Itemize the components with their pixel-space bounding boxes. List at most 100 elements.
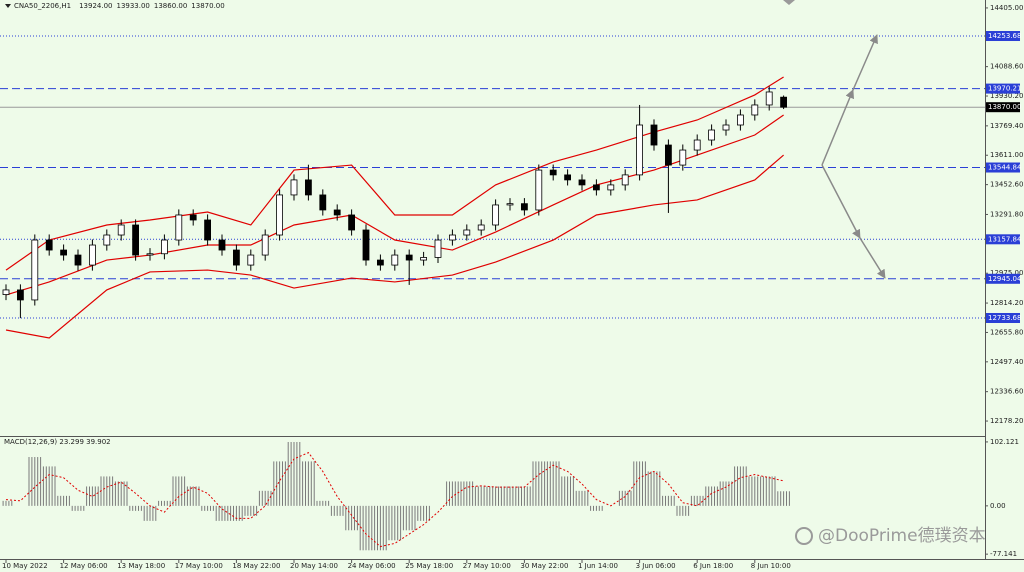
price-panel: 14405.00 14088.60 13930.20 13769.40 13611.00…: [0, 4, 1023, 425]
x-tick-label: 25 May 18:00: [405, 562, 453, 570]
y-tick-label: 12655.80: [990, 328, 1023, 336]
level-label-box: [986, 31, 1020, 42]
candle-body: [549, 169, 557, 176]
candle-body: [232, 249, 240, 266]
level-label: 12945.04: [988, 275, 1022, 283]
watermark-icon: [795, 527, 813, 545]
y-tick-label: 12497.40: [990, 358, 1023, 366]
macd-title: MACD(12,26,9) 23.299 39.902: [4, 438, 111, 446]
candle-body: [31, 239, 39, 301]
candle-body: [751, 104, 759, 116]
level-label: 13870.00: [988, 103, 1021, 111]
candle-body: [276, 194, 284, 236]
x-tick-label: 24 May 06:00: [348, 562, 396, 570]
x-tick-label: 8 Jun 10:00: [751, 562, 791, 570]
signal-line: [5, 452, 784, 548]
candle-body: [708, 129, 715, 141]
x-tick-label: 3 Jun 06:00: [636, 562, 676, 570]
x-tick-label: 13 May 18:00: [117, 562, 165, 570]
candle-body: [333, 209, 341, 216]
candle-body: [189, 214, 197, 221]
candle-body: [607, 184, 615, 191]
symbol: CNA50_2206,H1: [14, 2, 71, 10]
level-label: 13157.84: [988, 235, 1022, 243]
header-value: 13924.00: [79, 2, 112, 10]
candle-body: [74, 254, 82, 266]
candle-body: [146, 253, 154, 256]
y-tick-label: 12814.20: [990, 299, 1023, 307]
macd-name: MACD(12,26,9): [4, 438, 57, 446]
candle-body: [765, 91, 773, 106]
candle-body: [434, 239, 442, 258]
candle-body: [132, 224, 140, 256]
candle-body: [420, 257, 428, 261]
level-label-box: [986, 234, 1020, 245]
candle-body: [261, 234, 269, 256]
watermark: @DooPrime德璞资本: [818, 526, 986, 546]
candle-body: [319, 194, 327, 211]
level-label: 14253.68: [988, 32, 1021, 40]
y-tick-label: 13291.80: [990, 210, 1023, 218]
candle-body: [780, 96, 787, 108]
candle-body: [103, 234, 111, 246]
candle-body: [247, 254, 255, 266]
candle-body: [521, 203, 528, 211]
header-value: 13860.00: [154, 2, 187, 10]
level-label-box: [986, 273, 1020, 284]
candle-body: [117, 224, 125, 236]
candle-body: [621, 174, 629, 186]
candle-body: [60, 249, 67, 256]
level-label: 12733.68: [988, 314, 1021, 322]
candle-body: [650, 124, 658, 146]
candle-body: [564, 174, 571, 181]
y-tick-label: 14405.00: [990, 4, 1023, 12]
header: CNA50_2206,H1 13924.00 13933.00 13860.00 138…: [14, 2, 225, 10]
candle-body: [290, 179, 298, 196]
y-tick-label: 14088.60: [990, 63, 1023, 71]
candle-body: [2, 289, 10, 295]
candle-body: [376, 259, 384, 266]
candle-body: [304, 179, 312, 196]
candle-body: [722, 124, 730, 131]
candle-body: [477, 224, 485, 231]
y-tick-label: 12975.00: [990, 269, 1023, 277]
candle-body: [506, 203, 514, 206]
x-tick-label: 30 May 22:00: [520, 562, 568, 570]
candle-body: [405, 254, 413, 261]
candle-body: [636, 124, 643, 176]
candle-body: [362, 229, 370, 261]
y2-tick-label: -77.141: [990, 550, 1017, 558]
candle-body: [679, 149, 687, 166]
x-tick-label: 27 May 10:00: [463, 562, 511, 570]
y-tick-label: 13611.00: [990, 151, 1023, 159]
candle-body: [578, 179, 586, 186]
candle-body: [463, 229, 471, 236]
candle-body: [45, 239, 53, 251]
header-values: 13924.00 13933.00 13860.00 13870.00: [79, 2, 225, 10]
candle-body: [535, 169, 543, 211]
candle-body: [204, 219, 212, 241]
candle-body: [16, 289, 24, 301]
y2-tick-label: 102.121: [990, 438, 1019, 446]
x-tick-label: 18 May 22:00: [232, 562, 280, 570]
x-tick-label: 17 May 10:00: [175, 562, 223, 570]
candle-body: [160, 239, 168, 255]
shift-marker: [783, 0, 795, 5]
down-arrow: [821, 164, 886, 279]
x-tick-label: 10 May 2022: [2, 562, 48, 570]
level-label-box: [986, 312, 1020, 323]
candle-body: [737, 114, 744, 126]
candle-body: [593, 184, 600, 191]
y-tick-label: 12336.60: [990, 388, 1023, 396]
candle-body: [665, 144, 672, 166]
level-label-box: [986, 83, 1020, 94]
y-tick-label: 13930.20: [990, 92, 1023, 100]
up-arrow: [821, 34, 878, 166]
header-value: 13870.00: [191, 2, 224, 10]
level-label: 13970.21: [988, 85, 1021, 93]
candle-body: [175, 214, 183, 241]
x-tick-label: 6 Jun 18:00: [693, 562, 733, 570]
candle-body: [89, 244, 96, 266]
